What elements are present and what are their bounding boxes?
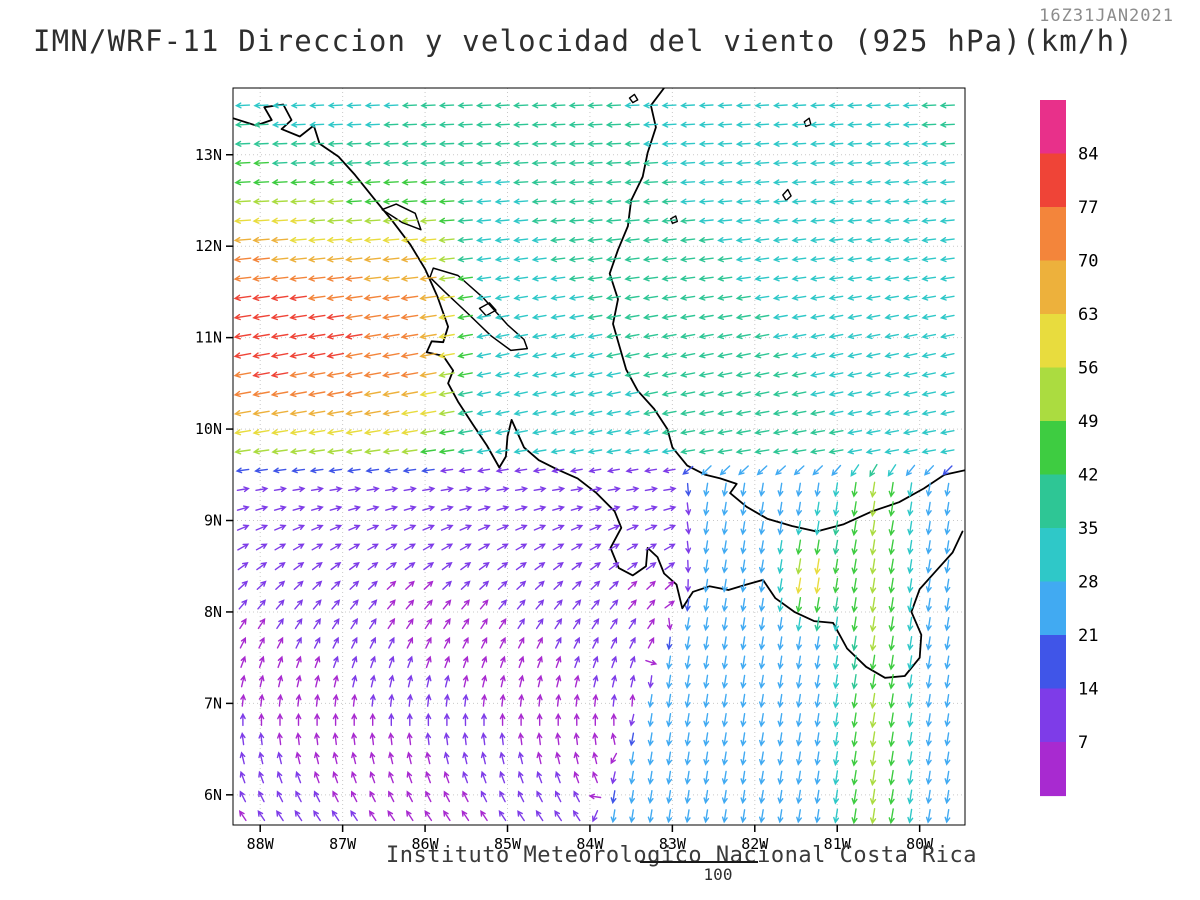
island-outline [803,117,812,128]
lat-tick-label: 13N [195,146,222,164]
footer-institution: Instituto Meteorologico Nacional Costa R… [386,843,978,868]
colorbar-segment [1040,581,1066,636]
lat-tick-label: 10N [195,420,222,438]
axis-labels: 13N 12N 11N 10N 9N 8N 7N 6N 88W 87W 86W 85W 84W 83W 82… [195,146,934,853]
lon-tick-label: 84W [576,835,604,853]
lat-tick-label: 11N [195,329,222,347]
valid-time-label: 16Z31JAN2021 [1039,6,1174,26]
colorbar-tick-label: 77 [1078,198,1098,218]
lon-tick-label: 81W [824,835,852,853]
lon-tick-label: 87W [329,835,357,853]
lat-tick-label: 9N [204,512,222,530]
footer-scale-label: 100 [703,865,733,884]
graticule-gridlines [233,88,965,825]
footer-underline [640,861,758,863]
colorbar-segment [1040,260,1066,315]
colorbar-tick-label: 21 [1078,626,1098,646]
colorbar-segment [1040,100,1066,155]
colorbar-segment [1040,314,1066,369]
colorbar-tick-label: 63 [1078,305,1098,325]
lat-tick-label: 12N [195,237,222,255]
colorbar-segment [1040,421,1066,476]
ometepe-island-outline [478,302,497,317]
colorbar-segment [1040,528,1066,583]
colorbar-legend: 84 77 70 63 56 49 42 35 28 21 14 7 [1040,100,1098,797]
colorbar-segment [1040,688,1066,743]
colorbar-tick-label: 56 [1078,359,1098,379]
island-outline [782,188,792,202]
colorbar-tick-label: 70 [1078,252,1098,272]
colorbar-segment [1040,207,1066,262]
island-outline [670,215,678,224]
lat-tick-label: 8N [204,603,222,621]
map-axes [226,87,966,832]
colorbar-tick-label: 14 [1078,680,1098,700]
colorbar-segment [1040,153,1066,208]
colorbar-segment [1040,635,1066,690]
lon-tick-label: 80W [906,835,934,853]
lake-nicaragua-outline [429,267,529,352]
lon-tick-label: 85W [494,835,522,853]
caribbean-coastline [608,88,965,533]
colorbar-tick-label: 35 [1078,519,1098,539]
colorbar-segment [1040,367,1066,422]
wind-vector-layer [233,102,955,825]
pacific-coastline [233,103,964,679]
lon-tick-label: 86W [412,835,440,853]
island-outline [628,93,639,104]
lat-tick-label: 6N [204,786,222,804]
colorbar-tick-label: 49 [1078,412,1098,432]
lon-tick-label: 82W [741,835,769,853]
lon-tick-label: 88W [247,835,275,853]
lon-tick-label: 83W [659,835,687,853]
lat-tick-label: 7N [204,694,222,712]
colorbar-segment [1040,474,1066,529]
colorbar-tick-label: 7 [1078,733,1088,753]
chart-title: IMN/WRF-11 Direccion y velocidad del vie… [33,24,1134,58]
colorbar-tick-label: 84 [1078,145,1098,165]
colorbar-tick-label: 42 [1078,466,1098,486]
coastline-layer [233,88,965,679]
colorbar-tick-label: 28 [1078,573,1098,593]
colorbar-segment [1040,742,1066,797]
